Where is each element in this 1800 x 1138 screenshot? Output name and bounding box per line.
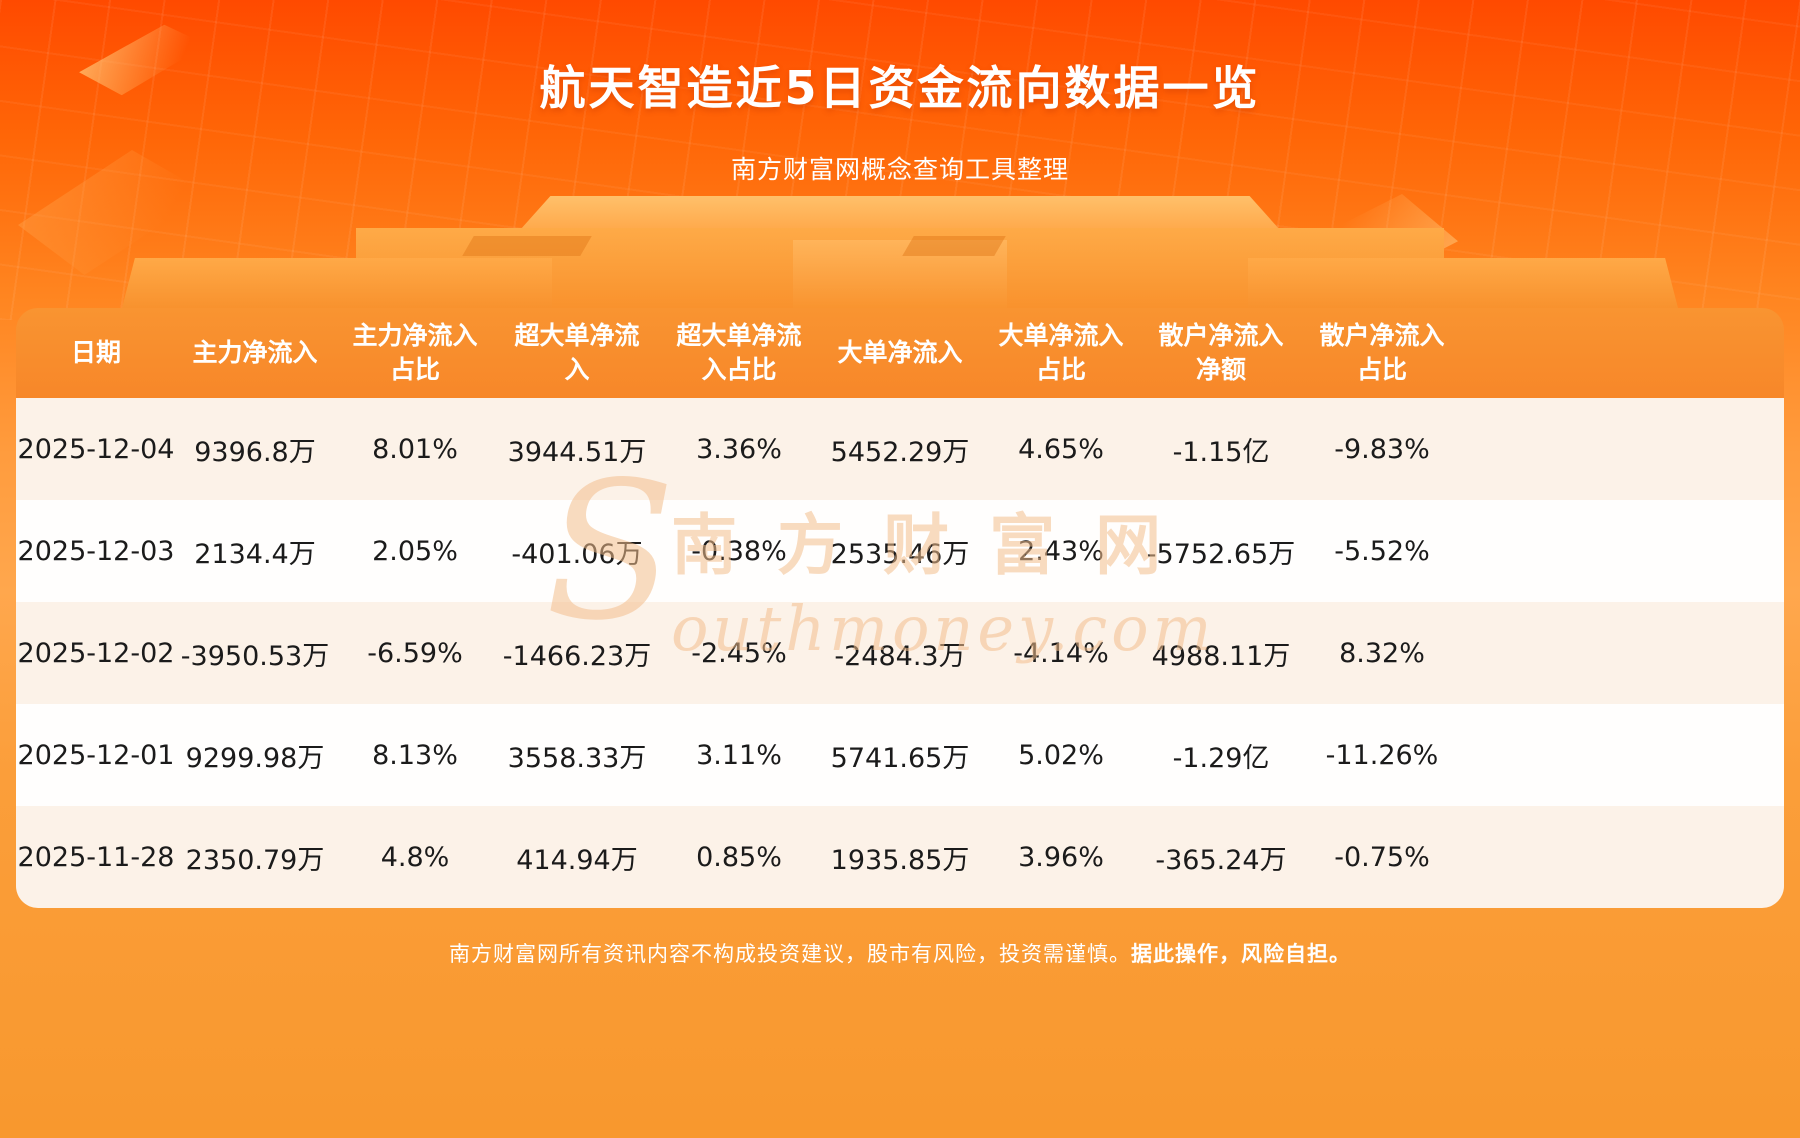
table-cell: 0.85% — [696, 841, 782, 873]
table-cell: 5.02% — [1018, 739, 1104, 771]
table-cell: -2484.3万 — [834, 640, 966, 672]
table-cell: -1.15亿 — [1172, 436, 1270, 468]
column-header: 日期 — [70, 338, 121, 368]
table-cell-date: 2025-12-01 — [17, 739, 175, 771]
table-cell: 4.65% — [1018, 433, 1104, 465]
column-header: 大单净流入 — [837, 338, 963, 368]
table-cell: -9.83% — [1334, 433, 1430, 465]
table-cell-date: 2025-12-03 — [17, 535, 175, 567]
podium-center-step — [793, 240, 1007, 308]
table-row: 2025-12-03 2134.4万 2.05% -401.06万 -0.38% 2535… — [16, 500, 1784, 602]
table-cell: 3.96% — [1018, 841, 1104, 873]
table-cell: 3944.51万 — [507, 436, 647, 468]
table-cell: 9299.98万 — [185, 742, 325, 774]
table-cell: -365.24万 — [1155, 844, 1287, 876]
table-cell: 9396.8万 — [194, 436, 316, 468]
table-cell: -1.29亿 — [1172, 742, 1270, 774]
column-header: 散户净流入占比 — [1319, 321, 1445, 384]
table-cell: -3950.53万 — [180, 640, 330, 672]
column-header: 散户净流入净额 — [1158, 321, 1284, 384]
table-cell: -6.59% — [367, 637, 463, 669]
table-cell: 2535.46万 — [830, 538, 970, 570]
table-cell: 414.94万 — [516, 844, 638, 876]
column-header: 超大单净流入占比 — [676, 321, 802, 384]
disclaimer-text: 南方财富网所有资讯内容不构成投资建议，股市有风险，投资需谨慎。 — [449, 942, 1131, 966]
table-cell-date: 2025-12-02 — [17, 637, 175, 669]
column-header: 超大单净流入 — [514, 321, 640, 384]
table-cell: -0.38% — [691, 535, 787, 567]
table-cell: 2350.79万 — [185, 844, 325, 876]
fund-flow-table: 日期 主力净流入 主力净流入占比 超大单净流入 超大单净流入占比 大单净流入 大单净流入占比… — [16, 308, 1784, 908]
table-cell-date: 2025-12-04 — [17, 433, 175, 465]
table-cell: -11.26% — [1325, 739, 1439, 771]
table-cell: 8.01% — [372, 433, 458, 465]
table-header-row: 日期 主力净流入 主力净流入占比 超大单净流入 超大单净流入占比 大单净流入 大单净流入占比… — [16, 308, 1784, 398]
table-row: 2025-11-28 2350.79万 4.8% 414.94万 0.85% 1935.8… — [16, 806, 1784, 908]
page-title: 航天智造近5日资金流向数据一览 — [539, 61, 1261, 115]
table-cell: 8.32% — [1339, 637, 1425, 669]
table-cell: 3558.33万 — [507, 742, 647, 774]
table-row: 2025-12-04 9396.8万 8.01% 3944.51万 3.36% 5452.… — [16, 398, 1784, 500]
disclaimer: 南方财富网所有资讯内容不构成投资建议，股市有风险，投资需谨慎。据此操作，风险自担… — [0, 938, 1800, 968]
table-cell: -1466.23万 — [502, 640, 652, 672]
table-cell: 4988.11万 — [1151, 640, 1291, 672]
table-cell: 1935.85万 — [830, 844, 970, 876]
table-cell: 5741.65万 — [830, 742, 970, 774]
table-cell: -5752.65万 — [1146, 538, 1296, 570]
table-row: 2025-12-02 -3950.53万 -6.59% -1466.23万 -2.45%… — [16, 602, 1784, 704]
table-cell: 2.43% — [1018, 535, 1104, 567]
column-header: 主力净流入占比 — [352, 321, 478, 384]
column-header: 大单净流入占比 — [998, 321, 1124, 384]
podium-left-wing — [122, 258, 552, 308]
table-cell-date: 2025-11-28 — [17, 841, 175, 873]
table-cell: -5.52% — [1334, 535, 1430, 567]
column-header: 主力净流入 — [192, 338, 318, 368]
table-cell: -2.45% — [691, 637, 787, 669]
podium-right-wing — [1248, 258, 1678, 308]
podium-shadow-patch — [462, 236, 592, 256]
table-cell: 3.11% — [696, 739, 782, 771]
podium-shadow-patch — [902, 236, 1006, 256]
table-cell: 5452.29万 — [830, 436, 970, 468]
podium-back-platform — [520, 196, 1280, 230]
page-subtitle: 南方财富网概念查询工具整理 — [730, 155, 1069, 184]
table-cell: -0.75% — [1334, 841, 1430, 873]
table-cell: 3.36% — [696, 433, 782, 465]
table-row: 2025-12-01 9299.98万 8.13% 3558.33万 3.11% 5741… — [16, 704, 1784, 806]
table-cell: 4.8% — [380, 841, 450, 873]
disclaimer-bold-text: 据此操作，风险自担。 — [1131, 942, 1351, 966]
table-cell: 2.05% — [372, 535, 458, 567]
table-cell: -4.14% — [1013, 637, 1109, 669]
table-cell: -401.06万 — [511, 538, 643, 570]
table-cell: 2134.4万 — [194, 538, 316, 570]
table-cell: 8.13% — [372, 739, 458, 771]
